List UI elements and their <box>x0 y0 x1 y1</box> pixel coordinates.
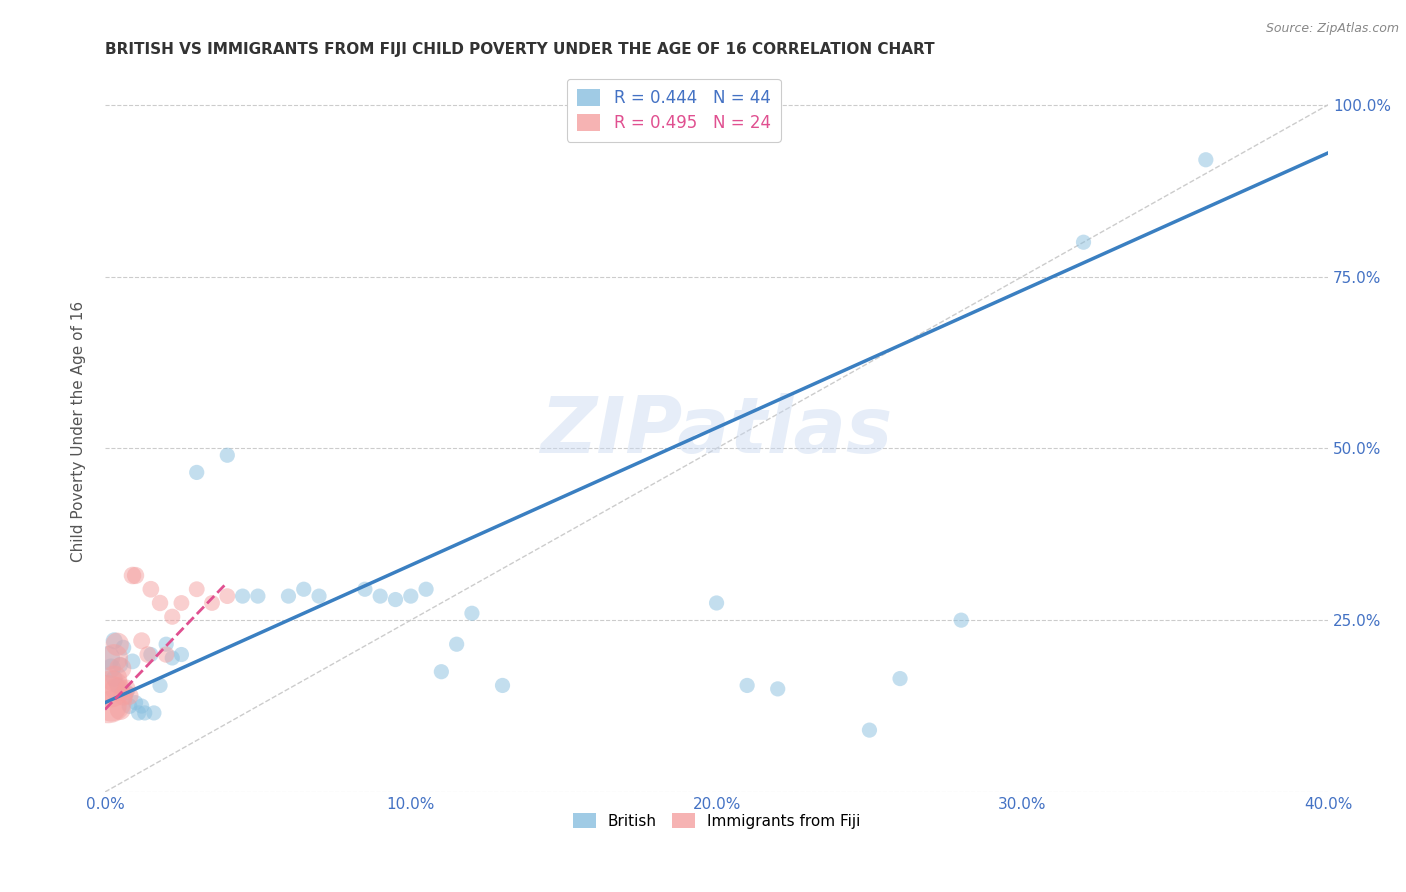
Point <box>217 448 239 462</box>
Point <box>97 651 120 665</box>
Point <box>112 640 135 655</box>
Point <box>155 637 177 651</box>
Point <box>103 633 125 648</box>
Text: Source: ZipAtlas.com: Source: ZipAtlas.com <box>1265 22 1399 36</box>
Point <box>110 702 132 716</box>
Point <box>170 596 193 610</box>
Point <box>889 672 911 686</box>
Point <box>858 723 880 738</box>
Point <box>131 633 153 648</box>
Point <box>118 699 141 714</box>
Point <box>110 657 132 672</box>
Point <box>446 637 468 651</box>
Point <box>110 661 132 675</box>
Point <box>142 706 165 720</box>
Point <box>115 685 138 699</box>
Point <box>103 651 125 665</box>
Point <box>384 592 406 607</box>
Point <box>170 648 193 662</box>
Point <box>115 681 138 696</box>
Point <box>399 589 422 603</box>
Point <box>131 699 153 714</box>
Point <box>124 696 146 710</box>
Point <box>186 466 208 480</box>
Point <box>292 582 315 597</box>
Point <box>105 678 128 692</box>
Point <box>1195 153 1218 167</box>
Point <box>308 589 330 603</box>
Point <box>415 582 437 597</box>
Point <box>201 596 224 610</box>
Point <box>139 648 162 662</box>
Point <box>100 661 122 675</box>
Point <box>136 648 159 662</box>
Point <box>149 596 172 610</box>
Point <box>105 681 128 696</box>
Point <box>121 568 143 582</box>
Point <box>124 568 146 582</box>
Legend: British, Immigrants from Fiji: British, Immigrants from Fiji <box>567 806 866 835</box>
Point <box>950 613 973 627</box>
Point <box>491 678 513 692</box>
Point <box>118 689 141 703</box>
Point <box>217 589 239 603</box>
Point <box>277 589 299 603</box>
Point <box>100 699 122 714</box>
Point <box>735 678 758 692</box>
Y-axis label: Child Poverty Under the Age of 16: Child Poverty Under the Age of 16 <box>72 301 86 562</box>
Point <box>430 665 453 679</box>
Point <box>246 589 269 603</box>
Text: BRITISH VS IMMIGRANTS FROM FIJI CHILD POVERTY UNDER THE AGE OF 16 CORRELATION CH: BRITISH VS IMMIGRANTS FROM FIJI CHILD PO… <box>105 42 935 57</box>
Point <box>121 654 143 668</box>
Point <box>162 609 184 624</box>
Point <box>128 706 150 720</box>
Point <box>368 589 391 603</box>
Point <box>155 648 177 662</box>
Point <box>766 681 789 696</box>
Point <box>461 607 484 621</box>
Point <box>103 672 125 686</box>
Point <box>103 672 125 686</box>
Text: ZIPatlas: ZIPatlas <box>540 393 893 469</box>
Point <box>706 596 728 610</box>
Point <box>100 681 122 696</box>
Point <box>97 692 120 706</box>
Point <box>232 589 254 603</box>
Point <box>1073 235 1095 250</box>
Point <box>162 651 184 665</box>
Point <box>139 582 162 597</box>
Point <box>149 678 172 692</box>
Point <box>105 637 128 651</box>
Point <box>134 706 156 720</box>
Point <box>354 582 377 597</box>
Point <box>112 689 135 703</box>
Point <box>186 582 208 597</box>
